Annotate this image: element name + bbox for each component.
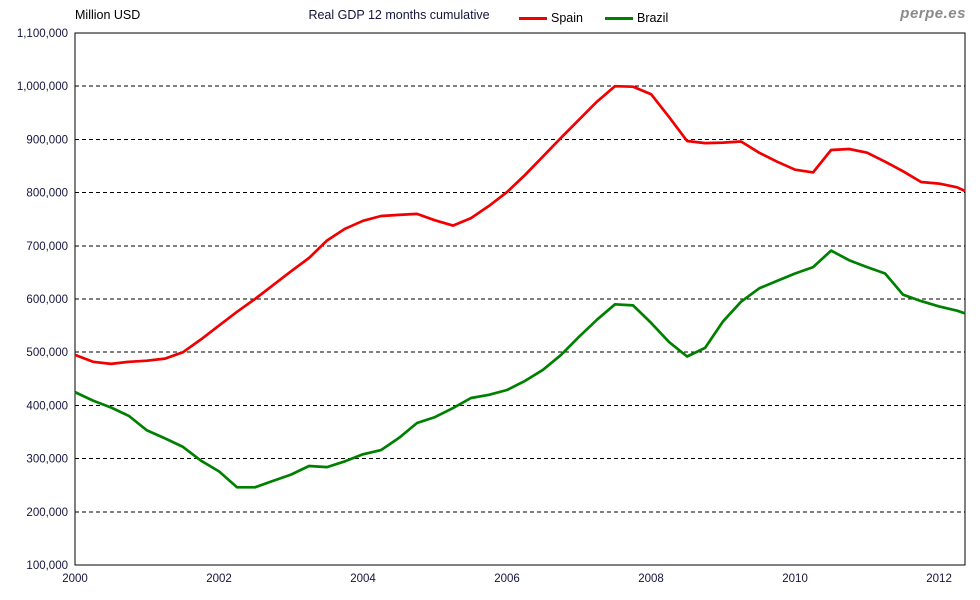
y-tick-label-800000: 800,000 — [26, 188, 68, 200]
y-tick-label-600000: 600,000 — [26, 294, 68, 306]
x-tick-label-2002: 2002 — [206, 573, 232, 585]
y-tick-label-500000: 500,000 — [26, 347, 68, 359]
chart-title: Real GDP 12 months cumulative — [308, 8, 490, 22]
legend: Spain Brazil — [519, 10, 690, 26]
x-tick-label-2000: 2000 — [62, 573, 88, 585]
spain-legend-label: Spain — [551, 11, 583, 25]
x-tick-label-2012: 2012 — [926, 573, 952, 585]
watermark-logo: perpe.es — [900, 5, 966, 22]
y-tick-label-400000: 400,000 — [26, 400, 68, 412]
y-tick-label-300000: 300,000 — [26, 454, 68, 466]
brazil-legend-label: Brazil — [636, 11, 669, 25]
x-tick-label-2006: 2006 — [494, 573, 520, 585]
spain-line-swatch — [519, 16, 547, 20]
y-axis-units-label: Million USD — [75, 8, 141, 22]
y-tick-label-100000: 100,000 — [26, 560, 68, 572]
y-tick-label-200000: 200,000 — [26, 507, 68, 519]
y-tick-label-1000000: 1,000,000 — [17, 81, 68, 93]
brazil-line-swatch — [604, 16, 633, 20]
y-tick-label-1100000: 1,100,000 — [17, 28, 68, 40]
y-tick-label-700000: 700,000 — [26, 241, 68, 253]
brazil-line — [74, 249, 966, 489]
x-tick-label-2010: 2010 — [782, 573, 808, 585]
y-tick-label-900000: 900,000 — [26, 134, 68, 146]
spain-line — [74, 84, 966, 366]
x-tick-label-2008: 2008 — [638, 573, 664, 585]
x-tick-label-2004: 2004 — [350, 573, 376, 585]
plot-border — [74, 32, 966, 566]
